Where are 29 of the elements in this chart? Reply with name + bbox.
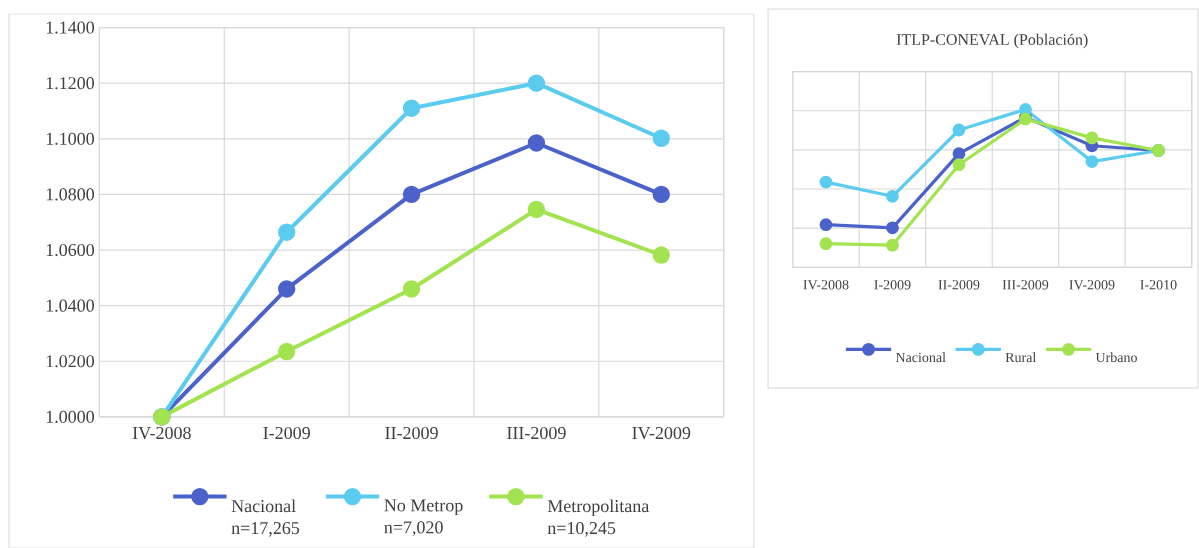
text: n=17,265: [231, 522, 300, 537]
legend-label: Rural: [1005, 352, 1037, 363]
y-tick-label: 1.0400: [46, 299, 95, 312]
legend-label: Metropolitana: [547, 499, 650, 516]
x-tick-label: IV-2009: [632, 426, 691, 440]
x-tick-label: IV-2008: [803, 280, 849, 290]
legend-label: Nacional: [895, 352, 946, 363]
y-tick-label: 1.0800: [46, 188, 95, 201]
y-tick-label: 1.0200: [46, 355, 95, 368]
x-tick-label: IV-2009: [1069, 280, 1115, 290]
legend-label: No Metrop: [384, 499, 463, 516]
text: n=10,245: [547, 521, 616, 537]
text: n=7,020: [384, 521, 443, 537]
y-tick-label: 1.1400: [46, 21, 95, 34]
y-tick-label: 1.0000: [46, 410, 95, 423]
x-tick-label: III-2009: [507, 426, 566, 440]
x-tick-label: II-2009: [385, 426, 438, 440]
y-tick-label: 1.1000: [46, 132, 95, 145]
x-tick-label: I-2010: [1140, 280, 1177, 290]
y-tick-label: 1.1200: [46, 77, 95, 90]
chart-title: ITLP-CONEVAL (Población): [896, 33, 1088, 49]
y-tick-label: 1.0600: [46, 243, 95, 257]
x-tick-label: IV-2008: [132, 426, 191, 440]
x-tick-label: III-2009: [1002, 280, 1049, 290]
legend-label: Nacional: [231, 499, 296, 513]
x-tick-label: I-2009: [263, 426, 310, 440]
x-tick-label: II-2009: [938, 280, 980, 290]
legend-label: Urbano: [1095, 352, 1137, 363]
x-tick-label: I-2009: [874, 280, 911, 290]
